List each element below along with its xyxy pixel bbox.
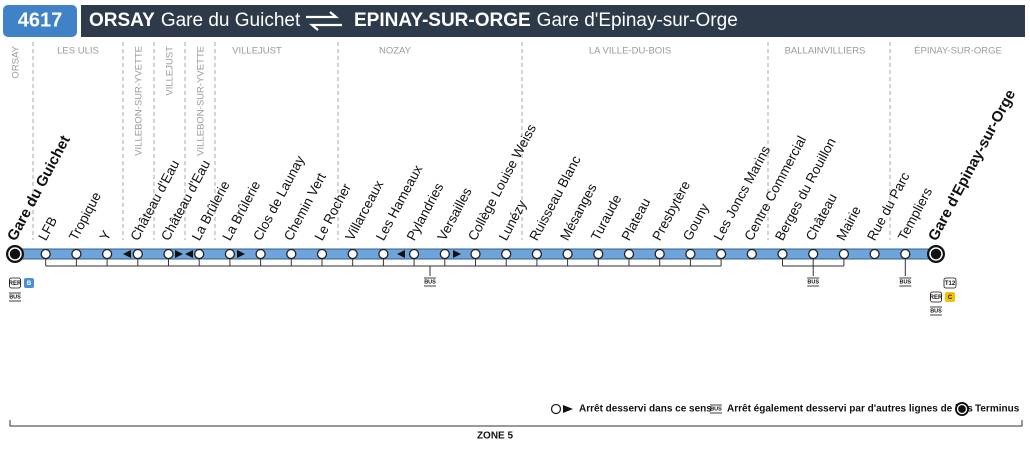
stop <box>777 248 788 260</box>
stop <box>439 248 450 260</box>
commune-label: ÉPINAY-SUR-ORGE <box>914 46 1002 57</box>
direction-arrow <box>175 250 183 258</box>
icon-box <box>930 291 942 303</box>
commune-label: LES ULIS <box>57 46 99 57</box>
stop <box>316 248 328 260</box>
icon-label: RER <box>930 295 943 301</box>
origin-station: Gare du Guichet <box>161 10 301 31</box>
stop-label: LFB <box>35 214 60 243</box>
stop <box>408 248 420 260</box>
stop <box>900 248 911 260</box>
stop-label: Plateau <box>619 196 654 243</box>
stop-label: Lunézy <box>496 197 530 243</box>
bus-icon: BUS <box>807 279 819 285</box>
icon-label: RER <box>9 281 22 287</box>
direction-arrow <box>123 250 131 258</box>
icon-box <box>24 278 34 288</box>
stop-label: Gouny <box>680 201 712 243</box>
commune-label: ORSAY <box>11 45 22 78</box>
direction-arrow <box>453 250 461 258</box>
legend-terminus-ring <box>956 403 968 415</box>
diagram-layer: ORSAY LES ULIS VILLEBON-SUR-YVETTE VILLEJUS… <box>4 42 1023 442</box>
stop <box>869 248 880 260</box>
stop <box>224 248 236 260</box>
commune-label: VILLEJUST <box>165 46 176 96</box>
commune-label: LA VILLE-DU-BOIS <box>589 46 671 57</box>
stop <box>746 248 757 260</box>
commune-label: VILLEBON-SUR-YVETTE <box>134 46 145 156</box>
stop <box>685 248 696 260</box>
terminus-ring <box>8 247 22 261</box>
line-number: 4617 <box>18 9 63 31</box>
stop <box>194 248 205 260</box>
legend-arrow <box>563 405 573 413</box>
origin: ORSAY Gare du Guichet <box>89 10 301 31</box>
commune-label: NOZAY <box>379 46 412 57</box>
legend-text: Arrêt desservi dans ce sens <box>579 404 712 415</box>
stop <box>101 248 113 260</box>
stop-label: Y <box>97 228 114 243</box>
direction-arrow <box>237 250 245 258</box>
legend-text: Terminus <box>975 404 1020 415</box>
stop <box>531 248 543 260</box>
stop <box>838 248 850 260</box>
stop <box>347 248 358 260</box>
stop <box>132 248 143 260</box>
stop <box>163 248 174 260</box>
destination-city: EPINAY-SUR-ORGE <box>354 10 531 31</box>
stop <box>654 248 665 260</box>
icon-label: T12 <box>945 281 956 287</box>
icon-box <box>945 292 955 302</box>
icon-box <box>9 277 21 289</box>
stop <box>40 248 51 260</box>
bus-icon: BUS <box>424 279 436 285</box>
terminus-ring <box>929 247 943 261</box>
stop <box>808 248 819 260</box>
destination-station: Gare d'Epinay-sur-Orge <box>537 10 738 31</box>
header-bar <box>81 5 1025 37</box>
stop <box>623 248 635 260</box>
bus-icon: BUS <box>930 308 942 314</box>
bus-icon: BUS <box>899 279 911 285</box>
direction-icon <box>306 11 342 31</box>
legend-text: Arrêt également desservi par d'autres li… <box>727 404 973 415</box>
terminus-label: Gare d'Epinay-sur-Orge <box>925 87 1019 244</box>
icon-label: B <box>27 281 32 287</box>
bus-icon: BUS <box>9 294 21 300</box>
stop <box>501 248 512 260</box>
stop <box>255 248 266 260</box>
zone-bracket <box>9 420 1023 427</box>
icon-label: C <box>948 295 953 301</box>
destination: EPINAY-SUR-ORGE Gare d'Epinay-sur-Orge <box>354 10 738 31</box>
direction-arrow <box>397 250 405 258</box>
direction-arrow <box>185 250 193 258</box>
commune-label: BALLAINVILLIERS <box>785 46 866 57</box>
stop <box>470 248 481 260</box>
stop <box>562 248 573 260</box>
commune-label: VILLEBON-SUR-YVETTE <box>196 46 207 156</box>
stop <box>378 248 389 260</box>
stop <box>286 248 297 260</box>
zone-label: ZONE 5 <box>477 431 514 442</box>
origin-city: ORSAY <box>89 10 155 31</box>
commune-label: VILLEJUST <box>232 46 282 57</box>
icon-box <box>943 277 957 289</box>
line-badge <box>3 5 77 37</box>
stop <box>71 248 82 260</box>
stop <box>715 248 727 260</box>
stop <box>593 248 604 260</box>
bus-icon: BUS <box>710 406 722 412</box>
stop-label: Mairie <box>833 204 864 244</box>
legend-stop <box>550 403 562 415</box>
